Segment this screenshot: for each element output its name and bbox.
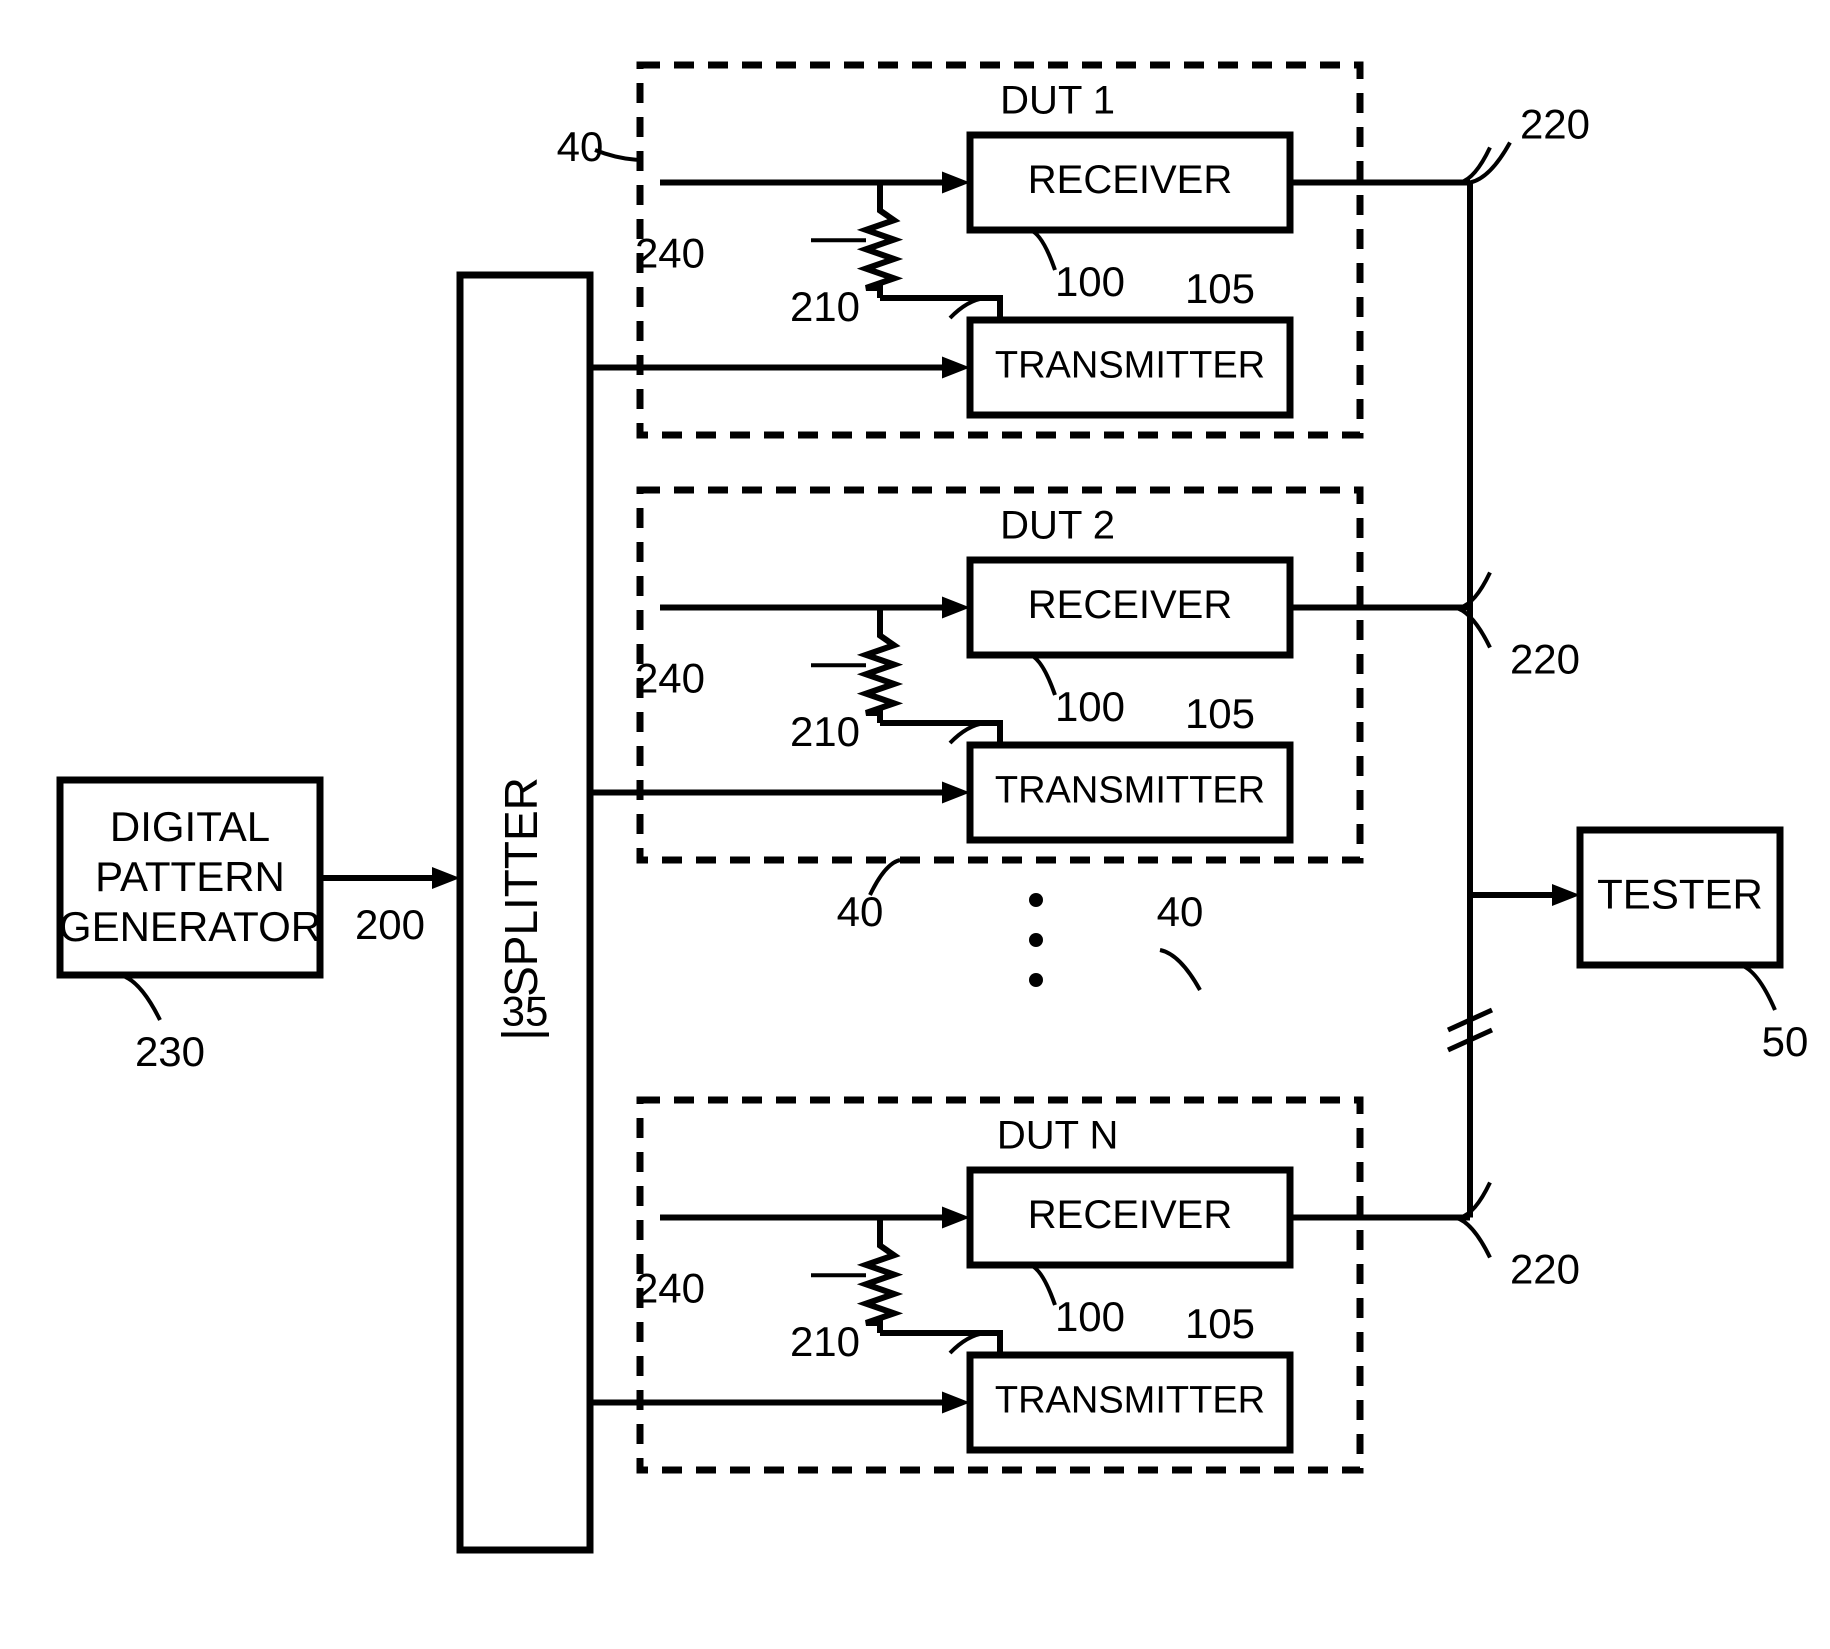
dut-2-title: DUT 2 — [1000, 504, 1115, 548]
ref-40: 40 — [837, 888, 884, 935]
arrowhead — [942, 1207, 970, 1229]
transmitter-label: TRANSMITTER — [995, 770, 1265, 812]
ref-210: 210 — [790, 708, 860, 755]
splitter-label: SPLITTER — [495, 777, 547, 997]
leader — [120, 975, 160, 1020]
ref-35: 35 — [502, 988, 549, 1035]
res-to-rx — [880, 1218, 942, 1236]
dpg-label: GENERATOR — [59, 903, 321, 950]
leader — [1740, 965, 1775, 1010]
arrowhead — [942, 1392, 970, 1414]
receiver-label: RECEIVER — [1028, 1193, 1233, 1237]
ref-220: 220 — [1510, 1246, 1580, 1293]
ref-230: 230 — [135, 1028, 205, 1075]
ellipsis-dot — [1029, 893, 1043, 907]
arrowhead — [942, 597, 970, 619]
ref-240: 240 — [635, 229, 705, 276]
leader — [1030, 1265, 1055, 1305]
resistor-icon — [866, 626, 894, 724]
ref-40: 40 — [557, 123, 604, 170]
dpg-label: DIGITAL — [110, 803, 270, 850]
res-to-rx — [880, 183, 942, 201]
ref-100: 100 — [1055, 258, 1125, 305]
ref-50: 50 — [1762, 1018, 1809, 1065]
transmitter-label: TRANSMITTER — [995, 1380, 1265, 1422]
leader — [1030, 655, 1055, 695]
ref-220: 220 — [1520, 101, 1590, 148]
ellipsis-dot — [1029, 933, 1043, 947]
resistor-icon — [866, 1236, 894, 1334]
ref-240: 240 — [635, 1264, 705, 1311]
leader — [1160, 950, 1200, 990]
receiver-label: RECEIVER — [1028, 583, 1233, 627]
tester-label: TESTER — [1597, 871, 1763, 918]
leader — [1460, 1183, 1490, 1218]
transmitter-label: TRANSMITTER — [995, 345, 1265, 387]
arrowhead — [942, 357, 970, 379]
ref-100: 100 — [1055, 1293, 1125, 1340]
leader — [1455, 1218, 1490, 1258]
ref-220: 220 — [1510, 636, 1580, 683]
ref-100: 100 — [1055, 683, 1125, 730]
res-to-rx — [880, 608, 942, 626]
block-diagram: DIGITALPATTERNGENERATOR 230 SPLITTER35 200 T… — [0, 0, 1830, 1649]
arrowhead — [942, 782, 970, 804]
ref-210: 210 — [790, 283, 860, 330]
ref-105: 105 — [1185, 690, 1255, 737]
dut-3-title: DUT N — [997, 1114, 1118, 1158]
leader — [1460, 148, 1490, 183]
leader — [1460, 573, 1490, 608]
leader — [870, 860, 900, 895]
ref-210: 210 — [790, 1318, 860, 1365]
receiver-label: RECEIVER — [1028, 158, 1233, 202]
ref-240: 240 — [635, 654, 705, 701]
arrowhead — [1552, 884, 1580, 906]
resistor-icon — [866, 201, 894, 299]
arrowhead — [432, 867, 460, 889]
dpg-label: PATTERN — [95, 853, 285, 900]
ref-200: 200 — [355, 901, 425, 948]
ref-105: 105 — [1185, 1300, 1255, 1347]
ref-105: 105 — [1185, 265, 1255, 312]
ellipsis-dot — [1029, 973, 1043, 987]
leader — [1030, 230, 1055, 270]
arrowhead — [942, 172, 970, 194]
ref-40b: 40 — [1157, 888, 1204, 935]
dut-1-title: DUT 1 — [1000, 79, 1115, 123]
